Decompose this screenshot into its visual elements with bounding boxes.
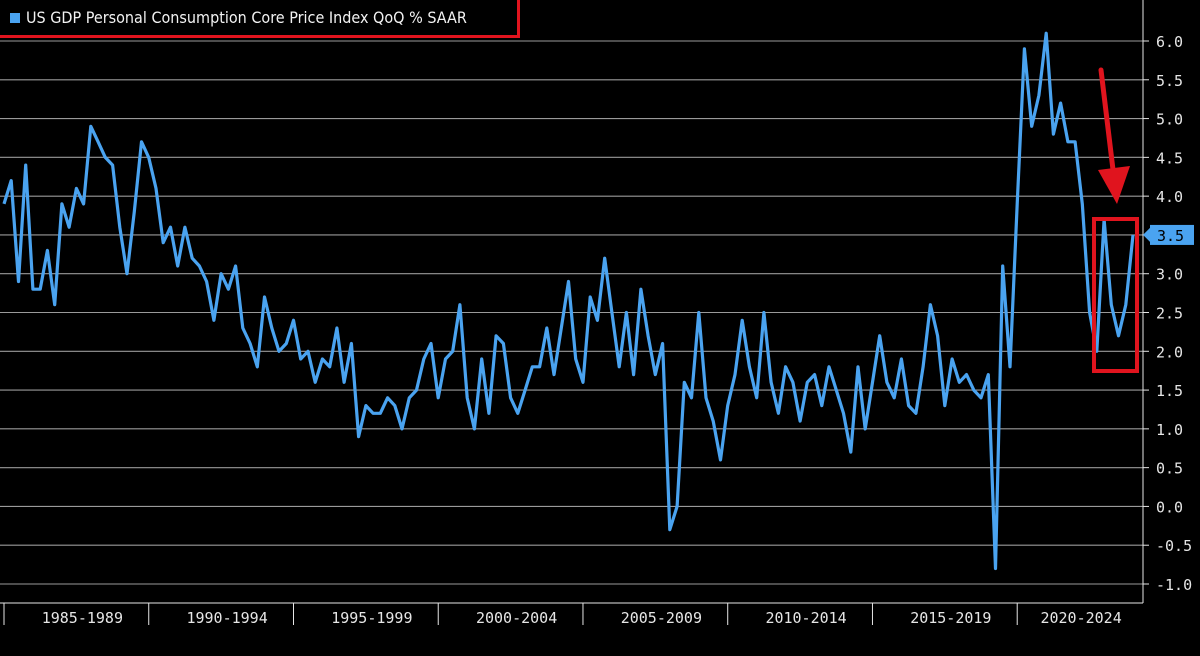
- y-tick-label: 2.0: [1156, 343, 1183, 361]
- y-tick-label: 4.5: [1156, 149, 1183, 167]
- y-tick-label: 1.0: [1156, 421, 1183, 439]
- y-tick-label: 2.5: [1156, 305, 1183, 323]
- series-line: [4, 33, 1133, 568]
- y-tick-label: 5.0: [1156, 111, 1183, 129]
- last-value-pointer: [1143, 228, 1150, 242]
- x-tick-label: 2005-2009: [621, 609, 702, 627]
- y-tick-label: -0.5: [1156, 537, 1192, 555]
- x-tick-label: 1990-1994: [186, 609, 267, 627]
- y-tick-label: 5.5: [1156, 72, 1183, 90]
- highlight-arrow: [1101, 70, 1114, 178]
- series-layer: [4, 33, 1133, 568]
- highlight-arrowhead: [1098, 166, 1130, 204]
- x-tick-label: 2000-2004: [476, 609, 557, 627]
- x-tick-label: 2020-2024: [1040, 609, 1121, 627]
- y-tick-label: 0.5: [1156, 460, 1183, 478]
- y-tick-label: 6.0: [1156, 33, 1183, 51]
- legend: US GDP Personal Consumption Core Price I…: [0, 0, 520, 38]
- last-value-label: 3.5: [1157, 227, 1184, 245]
- y-tick-label: 0.0: [1156, 498, 1183, 516]
- y-axis: 6.0 5.5 5.0 4.5 4.0 3.5 3.0 2.5 2.0 1.5 1.0 0.5 0.0 -…: [1143, 0, 1192, 603]
- x-tick-label: 1995-1999: [331, 609, 412, 627]
- legend-swatch: [10, 13, 20, 23]
- legend-label: US GDP Personal Consumption Core Price I…: [26, 8, 467, 27]
- y-tick-label: 3.0: [1156, 266, 1183, 284]
- y-tick-label: -1.0: [1156, 576, 1192, 594]
- y-tick-label: 1.5: [1156, 382, 1183, 400]
- x-tick-label: 2010-2014: [765, 609, 846, 627]
- x-tick-label: 2015-2019: [910, 609, 991, 627]
- y-tick-label: 4.0: [1156, 188, 1183, 206]
- x-tick-label: 1985-1989: [42, 609, 123, 627]
- x-axis: 1985-1989 1990-1994 1995-1999 2000-2004 2005…: [0, 603, 1143, 627]
